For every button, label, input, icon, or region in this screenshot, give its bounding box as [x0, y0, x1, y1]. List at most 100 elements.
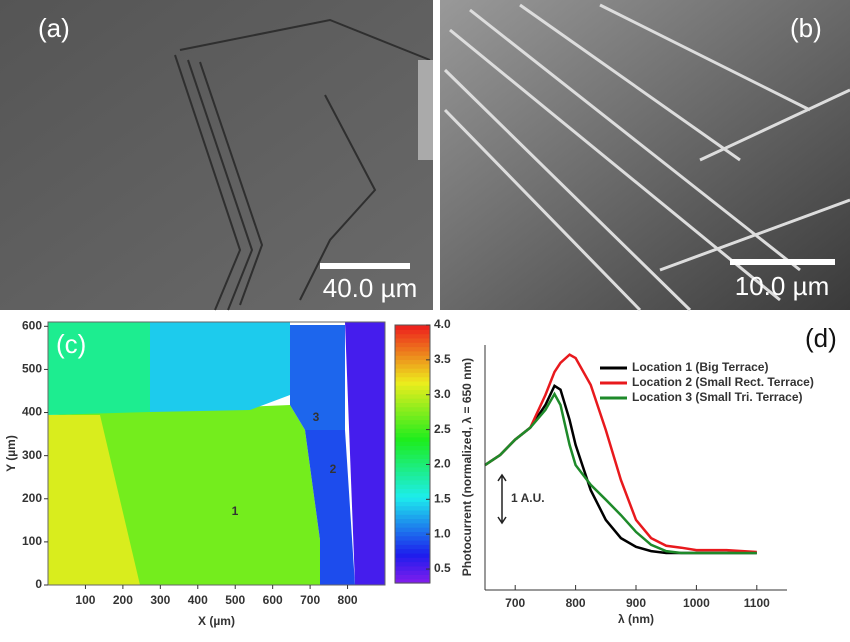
y-tick-label: 400 [22, 405, 42, 419]
legend-label: Location 1 (Big Terrace) [632, 360, 768, 374]
heat-region [48, 415, 140, 585]
heat-region [290, 325, 345, 430]
heat-region [345, 322, 385, 585]
sem-image [0, 0, 433, 310]
step-edges [174, 18, 431, 311]
colorbar-tick-label: 2.0 [434, 457, 451, 471]
colorbar-cell [395, 557, 430, 563]
colorbar-cell [395, 329, 430, 335]
colorbar-cell [395, 479, 430, 485]
scale-bar-label: 40.0 µm [323, 273, 417, 303]
colorbar-cell [395, 441, 430, 446]
x-tick-label: 700 [300, 593, 320, 607]
x-tick-label: 100 [75, 593, 95, 607]
x-tick-label: 200 [113, 593, 133, 607]
y-tick-label: 0 [35, 577, 42, 591]
colorbar-cell [395, 380, 430, 386]
heat-region [48, 322, 150, 415]
panel-b: (b) 10.0 µm [440, 0, 850, 312]
colorbar-cell [395, 458, 430, 464]
colorbar-cell [395, 540, 430, 545]
colorbar-cell [395, 415, 430, 421]
terraces [443, 3, 850, 312]
x-tick-label: 600 [263, 593, 283, 607]
colorbar-cell [395, 548, 430, 554]
plot-frame [47, 321, 386, 586]
colorbar-cell [395, 411, 430, 416]
edge [418, 60, 433, 160]
y-tick-label: 500 [22, 362, 42, 376]
colorbar-cell [395, 535, 430, 541]
panel-label: (a) [38, 13, 70, 43]
scale-bar [730, 259, 835, 265]
series-line [484, 383, 757, 555]
x-tick-label: 800 [566, 596, 586, 610]
colorbar-tick-label: 0.5 [434, 561, 451, 575]
colorbar-cell [395, 389, 430, 395]
x-tick-label: 1100 [744, 596, 770, 610]
colorbar-cell [395, 514, 430, 520]
colorbar-cell [395, 398, 430, 403]
x-tick-label: 500 [225, 593, 245, 607]
colorbar-cell [395, 419, 430, 425]
colorbar-cell [395, 475, 430, 481]
colorbar-cell [395, 565, 430, 571]
y-tick-label: 300 [22, 448, 42, 462]
colorbar-tick-label: 1.5 [434, 491, 451, 505]
colorbar-cell [395, 376, 430, 382]
region-label: 1 [232, 504, 239, 518]
colorbar-cell [395, 355, 430, 360]
colorbar-cell [395, 337, 430, 343]
y-axis-label: Photocurrent (normalized, λ = 650 nm) [460, 358, 474, 576]
x-tick-label: 400 [188, 593, 208, 607]
colorbar-cell [395, 333, 430, 339]
legend-label: Location 3 (Small Tri. Terrace) [632, 390, 803, 404]
colorbar-cell [395, 552, 430, 558]
colorbar-cell [395, 570, 430, 575]
colorbar-cell [395, 385, 430, 391]
colorbar-cell [395, 462, 430, 468]
panel-label: (d) [805, 323, 837, 353]
colorbar-cell [395, 423, 430, 429]
y-tick-label: 200 [22, 491, 42, 505]
colorbar-cell [395, 497, 430, 502]
panel-d: Location 1 (Big Terrace)Location 2 (Smal… [460, 323, 837, 626]
colorbar-cell [395, 501, 430, 507]
colorbar-cell [395, 544, 430, 550]
region-label: 2 [330, 462, 337, 476]
panel-c: 1 2 3 100 200 300 400 500 600 700 800 0 100 200 300 400… [4, 317, 451, 628]
colorbar-cell [395, 350, 430, 356]
colorbar-cell [395, 393, 430, 399]
heat-region [150, 322, 290, 412]
colorbar-cell [395, 436, 430, 442]
heat-region [305, 430, 355, 585]
region-label: 3 [313, 410, 320, 424]
x-tick-label: 700 [505, 596, 525, 610]
series-line [484, 391, 757, 555]
colorbar-cell [395, 527, 430, 532]
y-axis-label: Y (µm) [4, 435, 18, 472]
colorbar-cell [395, 368, 430, 373]
colorbar-cell [395, 454, 430, 459]
colorbar-frame [394, 324, 431, 584]
x-tick-label: 800 [338, 593, 358, 607]
colorbar-cell [395, 359, 430, 365]
colorbar-cell [395, 505, 430, 511]
colorbar-cell [395, 574, 430, 580]
scale-label: 1 A.U. [511, 491, 545, 505]
colorbar-cell [395, 449, 430, 455]
colorbar-cell [395, 466, 430, 472]
x-tick-label: 1000 [683, 596, 710, 610]
colorbar-tick-label: 4.0 [434, 317, 451, 331]
scale-bar-label: 10.0 µm [735, 271, 829, 301]
colorbar-cell [395, 509, 430, 515]
panel-a: (a) 40.0 µm [0, 0, 433, 311]
colorbar-cell [395, 518, 430, 524]
colorbar-cell [395, 531, 430, 537]
x-axis-label: λ (nm) [618, 612, 654, 626]
colorbar-cell [395, 484, 430, 489]
colorbar-cell [395, 471, 430, 477]
y-tick-label: 100 [22, 534, 42, 548]
colorbar-cell [395, 363, 430, 369]
